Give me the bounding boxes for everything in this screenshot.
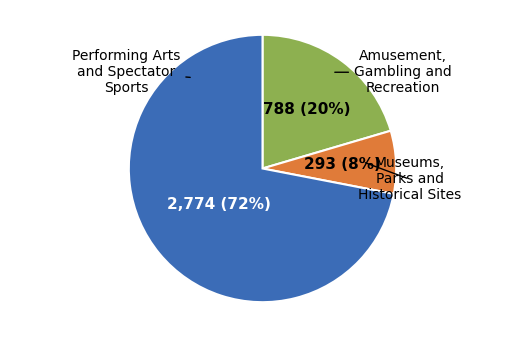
Text: Amusement,
Gambling and
Recreation: Amusement, Gambling and Recreation bbox=[335, 49, 452, 95]
Wedge shape bbox=[129, 35, 394, 302]
Text: Museums,
Parks and
Historical Sites: Museums, Parks and Historical Sites bbox=[358, 156, 461, 203]
Text: 293 (8%): 293 (8%) bbox=[304, 157, 381, 172]
Text: 2,774 (72%): 2,774 (72%) bbox=[167, 197, 271, 212]
Text: Performing Arts
and Spectator
Sports: Performing Arts and Spectator Sports bbox=[72, 49, 190, 95]
Wedge shape bbox=[262, 35, 391, 168]
Text: 788 (20%): 788 (20%) bbox=[263, 102, 350, 117]
Wedge shape bbox=[262, 131, 396, 194]
